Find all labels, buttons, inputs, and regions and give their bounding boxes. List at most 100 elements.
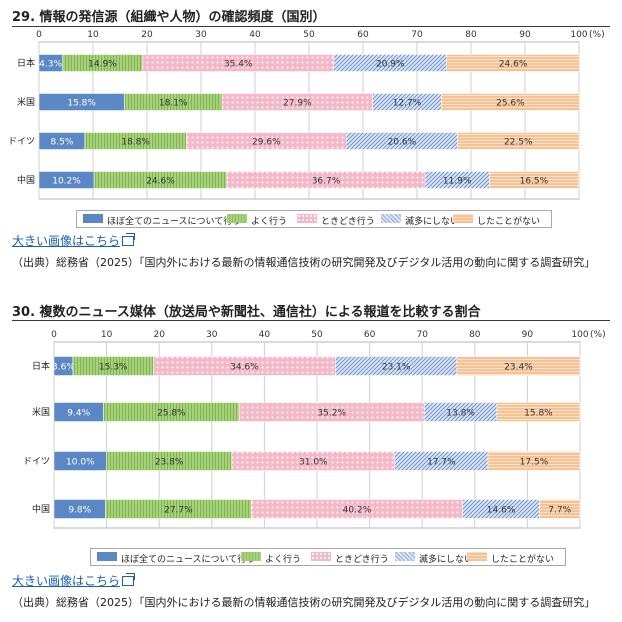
data-label: 15.3% <box>99 363 128 373</box>
data-label: 27.9% <box>283 99 312 109</box>
section-divider <box>12 26 610 27</box>
data-label: 18.1% <box>159 99 188 109</box>
data-label: 17.5% <box>520 458 549 468</box>
data-label: 16.5% <box>520 177 549 187</box>
section-divider <box>12 320 610 321</box>
data-label: 23.4% <box>504 363 533 373</box>
legend-label: ときどき行う <box>321 217 375 227</box>
data-label: 14.6% <box>487 506 516 516</box>
x-tick-label: 50 <box>311 330 323 340</box>
x-tick-label: 40 <box>259 330 271 340</box>
legend-label: 滅多にしない <box>405 217 460 227</box>
bar-segment <box>457 132 580 150</box>
legend-label: ときどき行う <box>335 555 389 565</box>
x-tick-label: 60 <box>357 30 369 40</box>
data-label: 15.8% <box>524 409 553 419</box>
data-label: 20.9% <box>376 60 405 70</box>
new-window-icon <box>122 573 136 586</box>
large-image-link[interactable]: 大きい画像はこちら <box>12 574 121 588</box>
data-label: 29.6% <box>252 138 281 148</box>
data-label: 13.8% <box>446 409 475 419</box>
legend-label: したことがない <box>477 217 541 227</box>
data-label: 4.3% <box>39 60 62 70</box>
legend-swatch-icon <box>467 552 487 561</box>
data-label: 17.7% <box>427 458 456 468</box>
source-note: （出典）総務省（2025）「国内外における最新の情報通信技術の研究開発及びデジタ… <box>12 596 596 609</box>
x-tick-label: 40 <box>249 30 261 40</box>
data-label: 14.9% <box>88 60 117 70</box>
data-label: 15.8% <box>67 99 96 109</box>
x-tick-label: 20 <box>141 30 153 40</box>
large-image-link[interactable]: 大きい画像はこちら <box>12 234 121 248</box>
large-image-link-row: 大きい画像はこちら <box>12 572 136 589</box>
new-window-icon <box>122 233 136 246</box>
legend-swatch-icon <box>97 552 117 561</box>
x-tick-label: 90 <box>519 30 531 40</box>
legend-swatch-icon <box>227 214 247 223</box>
data-label: 22.5% <box>504 138 533 148</box>
data-label: 3.6% <box>52 363 75 373</box>
x-tick-label: 0 <box>36 30 42 40</box>
data-label: 35.4% <box>224 60 253 70</box>
category-label: 米国 <box>32 406 50 418</box>
bar-segment <box>496 402 581 422</box>
data-label: 24.6% <box>499 60 528 70</box>
legend-label: ほぼ全てのニュースについて行う <box>107 217 242 227</box>
data-label: 8.5% <box>51 138 74 148</box>
stacked-bar-chart: 0 10 20 30 40 50 60 70 80 90 100 (%) 日本 4.3% 14.9% 35.4… <box>8 30 605 200</box>
x-tick-label: 80 <box>469 330 481 340</box>
data-label: 31.0% <box>299 458 328 468</box>
data-label: 7.7% <box>548 506 571 516</box>
bar-segment <box>539 499 581 519</box>
x-tick-label: 30 <box>195 30 207 40</box>
x-tick-label: 80 <box>465 30 477 40</box>
bar-segment <box>487 451 581 471</box>
x-tick-label: 0 <box>51 330 57 340</box>
data-label: 11.9% <box>443 177 472 187</box>
legend-swatch-icon <box>83 214 103 223</box>
x-tick-label: 10 <box>101 330 113 340</box>
x-tick-label: 100 <box>571 330 588 340</box>
category-label: ドイツ <box>8 137 35 147</box>
category-label: 米国 <box>17 96 35 108</box>
legend-swatch-icon <box>395 552 415 561</box>
x-tick-label: 20 <box>153 330 165 340</box>
x-tick-label: 70 <box>411 30 423 40</box>
bar-segment <box>456 356 581 376</box>
data-label: 27.7% <box>164 506 193 516</box>
data-label: 20.6% <box>388 138 417 148</box>
category-label: ドイツ <box>23 457 50 467</box>
chart-legend: ほぼ全てのニュースについて行う よく行う ときどき行う 滅多にしない したことが… <box>76 210 552 228</box>
x-unit-label: (%) <box>589 30 605 40</box>
data-label: 40.2% <box>343 506 372 516</box>
bar-segment <box>489 171 579 189</box>
x-tick-label: 60 <box>364 330 376 340</box>
x-tick-label: 70 <box>416 330 428 340</box>
data-label: 12.7% <box>393 99 422 109</box>
data-label: 24.6% <box>146 177 175 187</box>
x-tick-label: 30 <box>206 330 218 340</box>
stacked-bar-chart: 0 10 20 30 40 50 60 70 80 90 100 (%) 日本 3.6% 15.3% 34.6… <box>23 330 606 529</box>
large-image-link-row: 大きい画像はこちら <box>12 232 136 249</box>
legend-label: ほぼ全てのニュースについて行う <box>121 555 256 565</box>
data-label: 9.8% <box>68 506 91 516</box>
data-label: 10.0% <box>66 458 95 468</box>
x-tick-label: 90 <box>522 330 534 340</box>
source-note: （出典）総務省（2025）「国内外における最新の情報通信技術の研究開発及びデジタ… <box>12 256 596 269</box>
data-label: 36.7% <box>312 177 341 187</box>
bar-segment <box>446 54 580 72</box>
data-label: 18.8% <box>121 138 150 148</box>
data-label: 25.6% <box>496 99 525 109</box>
section-title: 30. 複数のニュース媒体（放送局や新聞社、通信社）による報道を比較する割合 <box>12 305 481 320</box>
x-tick-label: 50 <box>303 30 315 40</box>
legend-swatch-icon <box>453 214 473 223</box>
legend-swatch-icon <box>241 552 261 561</box>
data-label: 25.8% <box>157 409 186 419</box>
x-tick-label: 100 <box>570 30 587 40</box>
data-label: 9.4% <box>67 409 90 419</box>
data-label: 23.1% <box>382 363 411 373</box>
category-label: 日本 <box>32 360 50 372</box>
data-label: 23.8% <box>155 458 184 468</box>
legend-label: したことがない <box>491 555 555 565</box>
legend-swatch-icon <box>297 214 317 223</box>
